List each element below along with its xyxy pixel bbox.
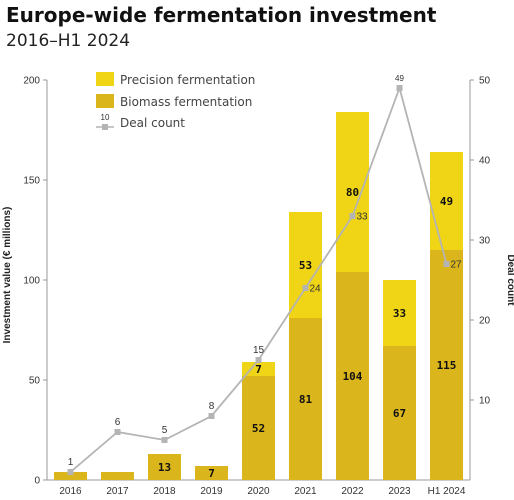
deal-count-point (349, 213, 356, 219)
bar-label-biomass: 52 (252, 422, 265, 435)
bar-label-biomass: 81 (299, 393, 313, 406)
y2-tick-label: 30 (479, 236, 491, 247)
deal-count-label: 15 (253, 345, 265, 356)
bar-label-precision: 33 (393, 307, 406, 320)
legend-swatch-biomass (96, 94, 114, 108)
deal-count-label: 1 (68, 457, 74, 468)
deal-count-point (67, 469, 74, 475)
deal-line: 1 6 5 8 15 24 33 49 27 (67, 74, 463, 475)
y2-tick-label: 10 (479, 396, 491, 407)
legend: Precision fermentation Biomass fermentat… (96, 72, 255, 130)
y2-tick-label: 40 (479, 156, 491, 167)
bar-biomass-h1-2024 (430, 250, 463, 480)
deal-count-point (161, 437, 168, 443)
bar-label-biomass: 13 (158, 461, 171, 474)
bar-biomass-2022 (336, 272, 369, 480)
deal-count-point (208, 413, 215, 419)
y-tick-label: 150 (23, 176, 40, 187)
legend-label-biomass: Biomass fermentation (120, 95, 252, 109)
bar-precision-2023 (383, 280, 416, 346)
deal-count-point (302, 285, 309, 291)
x-tick-label: H1 2024 (428, 486, 466, 497)
bar-label-biomass: 104 (343, 370, 363, 383)
bar-biomass-2020 (242, 376, 275, 480)
deal-count-point (114, 429, 121, 435)
deal-count-label: 27 (451, 260, 463, 271)
x-tick-label: 2019 (200, 486, 223, 497)
x-tick-label: 2022 (341, 486, 364, 497)
bar-label-biomass: 115 (437, 359, 457, 372)
y-axis-label: Investment value (€ millions) (2, 207, 13, 344)
deal-count-point (396, 85, 403, 91)
x-tick-label: 2018 (153, 486, 176, 497)
x-tick-label: 2023 (388, 486, 411, 497)
y-tick-label: 200 (23, 76, 40, 87)
deal-count-label: 5 (162, 425, 168, 436)
y2-ticks: 10 20 30 40 50 (470, 76, 491, 407)
deal-count-point (443, 261, 450, 267)
bar-biomass-2021 (289, 318, 322, 480)
bar-label-precision: 80 (346, 186, 359, 199)
y-tick-label: 50 (29, 376, 41, 387)
chart-title: Europe-wide fermentation investment (6, 3, 437, 27)
legend-label-deal-count: Deal count (120, 116, 185, 130)
deal-count-label: 6 (115, 417, 121, 428)
bar-labels: 13 7 52 7 81 53 104 80 67 33 115 49 (158, 186, 457, 480)
y-tick-label: 0 (34, 476, 40, 487)
bars (54, 112, 463, 480)
x-tick-label: 2021 (294, 486, 317, 497)
bar-precision-2021 (289, 212, 322, 318)
y2-axis-label: Deal count (505, 254, 514, 306)
bar-label-precision: 7 (255, 363, 262, 376)
bar-biomass-2019 (195, 466, 228, 480)
bar-precision-2020 (242, 362, 275, 376)
y2-tick-label: 50 (479, 76, 491, 87)
deal-count-point (255, 357, 262, 363)
y-tick-label: 100 (23, 276, 40, 287)
bar-biomass-2023 (383, 346, 416, 480)
deal-count-label: 24 (310, 284, 322, 295)
x-tick-label: 2016 (59, 486, 82, 497)
legend-swatch-precision (96, 72, 114, 86)
deal-count-label: 8 (209, 401, 215, 412)
bar-biomass-2017 (101, 472, 134, 480)
y2-tick-label: 20 (479, 316, 491, 327)
bar-label-biomass: 7 (208, 467, 215, 480)
x-tick-label: 2017 (106, 486, 129, 497)
bar-precision-2022 (336, 112, 369, 272)
deal-count-label: 33 (357, 212, 369, 223)
chart-subtitle: 2016–H1 2024 (6, 31, 130, 51)
bar-label-precision: 53 (299, 259, 312, 272)
legend-deal-marker (102, 124, 108, 130)
deal-count-label: 49 (395, 74, 404, 83)
legend-marker-label: 10 (101, 113, 110, 122)
bar-label-precision: 49 (440, 195, 453, 208)
bar-label-biomass: 67 (393, 407, 406, 420)
y-ticks: 0 50 100 150 200 (23, 76, 47, 487)
x-tick-label: 2020 (247, 486, 270, 497)
bar-precision-h1-2024 (430, 152, 463, 250)
bar-biomass-2016 (54, 472, 87, 480)
legend-label-precision: Precision fermentation (120, 73, 255, 87)
x-ticks: 2016 2017 2018 2019 2020 2021 2022 2023 H1 2024 (59, 486, 465, 497)
bar-biomass-2018 (148, 454, 181, 480)
